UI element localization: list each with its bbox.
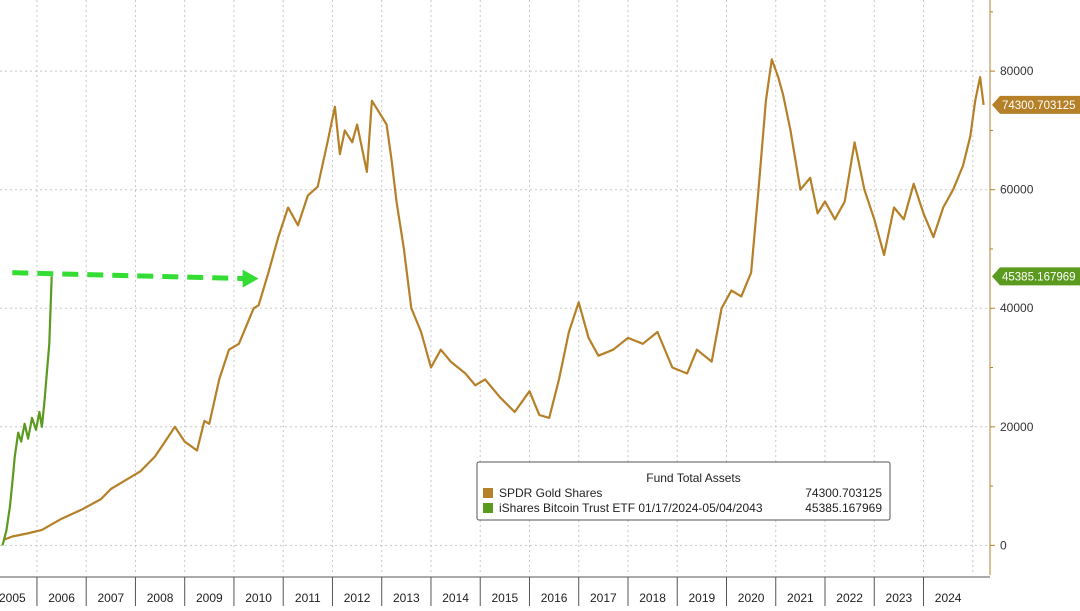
x-tick-label: 2020	[738, 591, 765, 605]
legend-title: Fund Total Assets	[646, 471, 741, 485]
legend-entry-label: SPDR Gold Shares	[499, 486, 602, 500]
series-line-spdr-gold-shares	[4, 58, 985, 541]
legend-entry-value: 45385.167969	[805, 501, 882, 515]
annotation-dashed-line	[12, 270, 247, 282]
legend-entry-label: iShares Bitcoin Trust ETF 01/17/2024-05/…	[499, 501, 763, 515]
x-tick-label: 2009	[196, 591, 223, 605]
x-tick-label: 2016	[541, 591, 568, 605]
x-tick-label: 2022	[836, 591, 863, 605]
x-tick-label: 2013	[393, 591, 420, 605]
legend-swatch	[483, 503, 493, 513]
series-line-ishares-bitcoin-trust	[1, 276, 53, 546]
x-tick-label: 2005	[0, 591, 26, 605]
last-value-tag-label: 45385.167969	[1002, 271, 1076, 283]
y-tick-label: 20000	[1000, 420, 1034, 434]
x-tick-label: 2014	[442, 591, 469, 605]
x-tick-label: 2023	[886, 591, 913, 605]
x-tick-label: 2019	[689, 591, 716, 605]
x-tick-label: 2015	[491, 591, 518, 605]
legend-entry-value: 74300.703125	[805, 486, 882, 500]
last-value-tag-label: 74300.703125	[1002, 100, 1076, 112]
y-tick-label: 40000	[1000, 301, 1034, 315]
x-tick-label: 2010	[245, 591, 272, 605]
y-tick-label: 60000	[1000, 183, 1034, 197]
x-tick-label: 2021	[787, 591, 814, 605]
x-tick-label: 2008	[147, 591, 174, 605]
annotation-arrowhead	[242, 269, 259, 288]
x-tick-label: 2011	[295, 591, 321, 605]
x-tick-label: 2017	[590, 591, 617, 605]
legend-box	[476, 461, 891, 521]
x-tick-label: 2012	[344, 591, 371, 605]
x-tick-label: 2024	[935, 591, 962, 605]
y-tick-label: 80000	[1000, 64, 1034, 78]
x-tick-label: 2007	[97, 591, 124, 605]
y-tick-label: 0	[1000, 538, 1007, 552]
last-value-tag	[992, 95, 1080, 114]
legend-swatch	[483, 488, 493, 498]
x-tick-label: 2006	[48, 591, 75, 605]
x-tick-label: 2018	[639, 591, 666, 605]
last-value-tag	[992, 267, 1080, 286]
